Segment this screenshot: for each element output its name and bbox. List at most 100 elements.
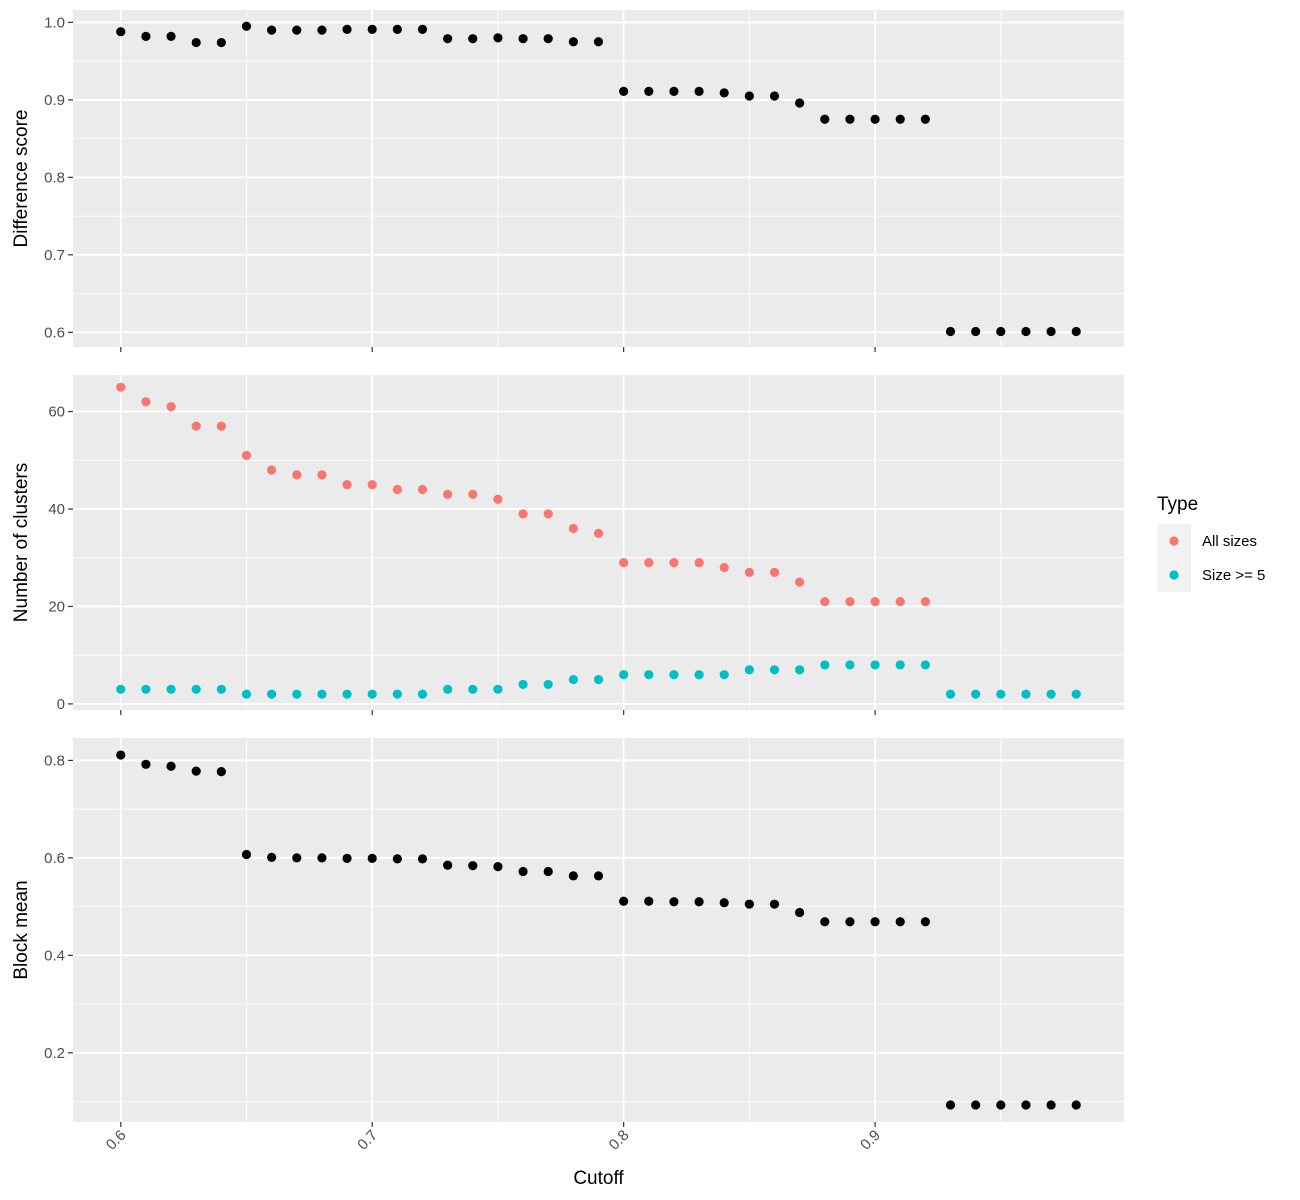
data-point [920,114,930,124]
data-point [216,684,226,694]
data-point [845,660,855,670]
data-point [644,670,654,680]
data-point [669,897,679,907]
data-point [769,899,780,909]
data-point [694,86,704,96]
y-tick-label: 0.9 [44,92,65,109]
data-point [744,665,754,675]
data-point [568,674,578,685]
data-point [1021,1100,1031,1110]
data-point [191,421,201,431]
data-point [1071,1100,1081,1110]
data-point [845,917,855,927]
y-tick-label: 0.6 [44,850,65,867]
data-point [971,1100,981,1110]
data-point [392,24,402,34]
y-axis-title: Block mean [11,880,32,979]
y-tick-label: 0.8 [44,752,65,769]
data-point [443,684,453,694]
data-point [367,24,377,34]
x-tick-label: 0.7 [354,1127,381,1154]
data-point [669,558,679,568]
data-point [241,21,252,31]
data-point [166,761,176,771]
data-point [342,24,352,34]
data-point [593,37,604,47]
data-point [769,665,780,675]
y-tick-label: 20 [48,598,65,615]
data-point [166,402,176,412]
data-point [216,421,226,431]
data-point [744,899,754,909]
data-point [443,489,453,499]
y-tick-label: 0.6 [44,324,65,341]
data-point [317,853,327,863]
data-point [593,871,604,881]
y-axis-title: Difference score [11,110,32,248]
y-tick-label: 0.8 [44,169,65,186]
data-point [468,34,478,44]
data-point [367,853,377,863]
data-point [141,684,151,694]
y-tick-label: 40 [48,501,65,518]
data-point [719,88,729,98]
data-point [392,484,402,495]
data-point [895,917,905,927]
data-point [568,523,578,534]
data-point [543,866,553,877]
data-point [342,853,352,863]
data-point [543,679,553,690]
data-point [593,528,604,538]
data-point [1046,1100,1056,1110]
data-point [669,670,679,680]
legend-key-point [1169,536,1179,546]
data-point [694,558,704,568]
y-tick-label: 0.4 [44,947,65,964]
data-point [719,562,729,573]
data-point [116,684,126,694]
data-point [870,917,880,927]
data-point [116,382,126,392]
data-point [971,326,981,337]
panel-block: 0.2 0.4 0.6 0.8 Block mean [11,738,1124,1127]
y-tick-label: 0.2 [44,1045,65,1062]
data-point [996,689,1006,699]
data-point [543,34,553,44]
data-point [895,596,905,607]
data-point [317,25,327,35]
data-point [769,567,780,577]
data-point [769,91,780,101]
x-tick-label: 0.9 [857,1127,884,1154]
data-point [267,689,277,699]
data-point [1021,689,1031,699]
data-point [895,114,905,124]
data-point [795,665,805,675]
data-point [116,750,126,760]
data-point [996,326,1006,337]
data-point [417,854,428,864]
data-point [820,114,830,124]
data-point [568,37,578,47]
data-point [870,596,880,607]
data-point [292,25,302,35]
data-point [141,31,151,41]
panel-difference: 0.6 0.7 0.8 0.9 1.0 Difference score [11,10,1124,352]
data-point [241,689,252,699]
y-tick-label: 60 [48,404,65,421]
data-point [644,896,654,906]
data-point [518,866,528,877]
data-point [719,670,729,680]
series-clusters-1 [116,660,1081,699]
legend-entry-label: All sizes [1202,533,1257,550]
data-point [543,509,553,519]
data-point [644,86,654,96]
data-point [493,684,503,694]
data-point [468,489,478,499]
data-point [920,596,930,607]
data-point [920,660,930,670]
data-point [493,494,503,504]
data-point [292,689,302,699]
data-point [644,558,654,568]
data-point [267,25,277,35]
